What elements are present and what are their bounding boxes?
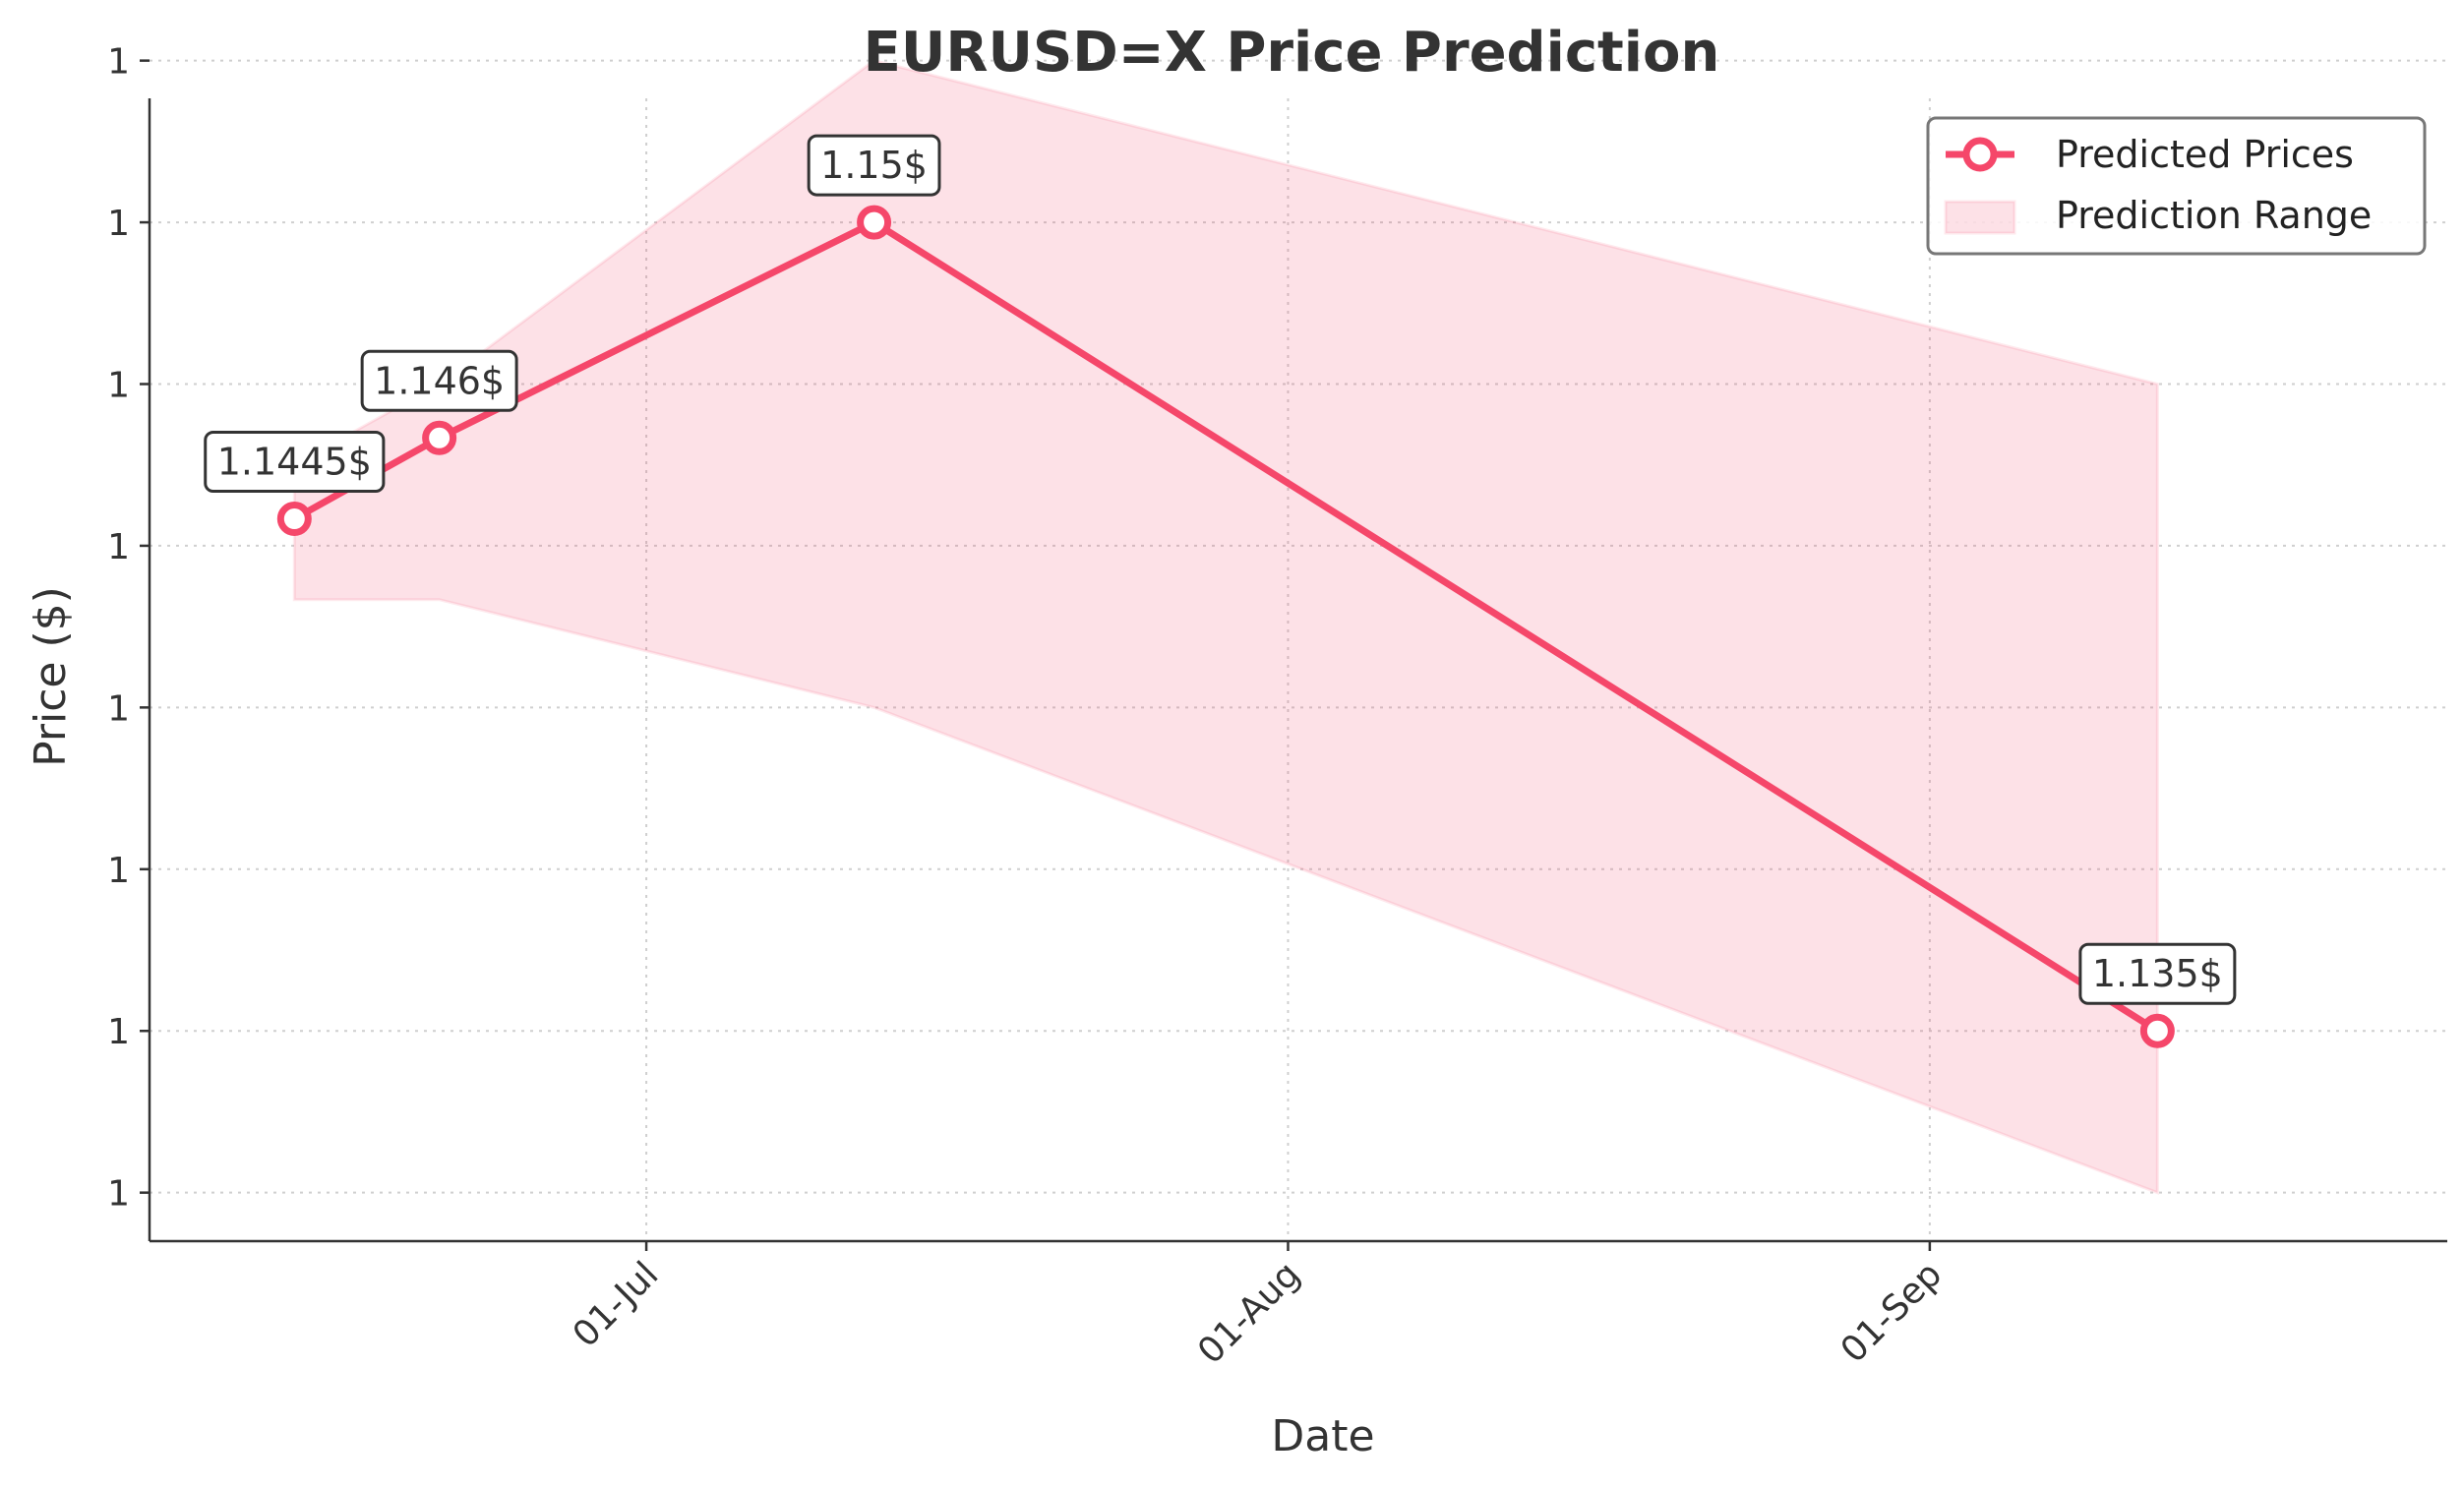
chart-title: EURUSD=X Price Prediction	[864, 21, 1720, 85]
data-label-box	[360, 349, 518, 412]
legend-range-swatch	[1944, 200, 2016, 235]
data-label-text: 1.1445$	[217, 441, 372, 484]
grid-lines	[150, 59, 2447, 1241]
y-tick-label: 1	[107, 1012, 130, 1052]
prediction-range-band	[292, 58, 2159, 1195]
data-label-text: 1.15$	[820, 144, 928, 187]
y-axis-label: Price ($)	[26, 586, 76, 767]
data-point-marker	[276, 502, 312, 537]
data-point-marker	[2139, 1013, 2175, 1048]
data-label-box	[204, 431, 386, 494]
legend: Predicted Prices Prediction Range	[1926, 116, 2427, 256]
data-label-box	[2078, 942, 2237, 1005]
y-tick-label: 1	[107, 851, 130, 891]
data-label-text: 1.146$	[374, 359, 505, 402]
data-label: 1.146$	[360, 349, 518, 412]
prediction-range-area	[292, 58, 2159, 1195]
y-tick-label: 1	[107, 42, 130, 83]
y-tick-label: 1	[107, 366, 130, 406]
legend-label-range: Prediction Range	[2056, 194, 2372, 237]
legend-label-predicted: Predicted Prices	[2056, 133, 2354, 176]
data-label-box	[807, 134, 941, 197]
y-tick-label: 1	[107, 1174, 130, 1215]
legend-frame	[1926, 116, 2427, 256]
data-labels: 1.1445$1.146$ 1.15$ 1.135$	[204, 134, 2237, 1005]
data-label: 1.135$	[2078, 942, 2237, 1005]
data-point-marker	[422, 420, 457, 455]
data-label: 1.1445$	[204, 431, 386, 494]
x-axis-label: Date	[1271, 1411, 1374, 1461]
y-tick-label: 1	[107, 688, 130, 729]
data-point-marker	[857, 205, 892, 240]
legend-marker-swatch	[1962, 137, 1998, 172]
y-tick-label: 1	[107, 527, 130, 567]
y-tick-label: 1	[107, 204, 130, 244]
data-label: 1.15$	[807, 134, 941, 197]
data-label-text: 1.135$	[2092, 952, 2223, 995]
